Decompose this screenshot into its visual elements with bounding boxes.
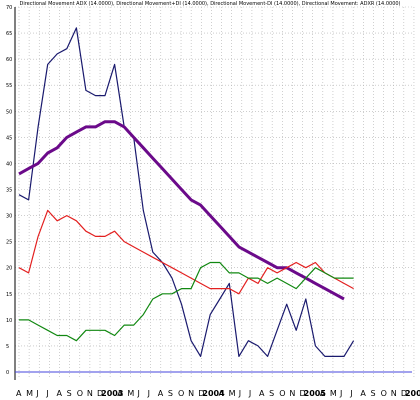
x-tick-label: A (117, 389, 123, 398)
x-tick-label: J (349, 389, 352, 398)
y-tick-label: 60 (6, 57, 12, 63)
x-tick-label: D (401, 389, 407, 398)
x-tick-label: O (381, 389, 387, 398)
x-tick-label: J (248, 389, 251, 398)
x-tick-label: A (158, 389, 164, 398)
series-line-1 (18, 120, 345, 301)
y-tick-label: 70 (6, 5, 12, 11)
axes-layer (14, 7, 412, 380)
x-tick-label: D (97, 389, 103, 398)
series-line-3 (19, 261, 354, 342)
x-tick-label: A (320, 389, 326, 398)
x-tick-label: O (77, 389, 83, 398)
y-tick-label: 65 (6, 31, 12, 37)
x-tick-label: A (219, 389, 225, 398)
x-tick-label: J (35, 389, 38, 398)
y-tick-label: 15 (6, 292, 12, 298)
x-tick-label: A (16, 389, 22, 398)
x-tick-label: A (360, 389, 366, 398)
x-tick-label: O (279, 389, 285, 398)
x-tick-label: N (289, 389, 295, 398)
series-line-0 (18, 27, 355, 357)
x-tick-label: N (87, 389, 93, 398)
y-tick-label: 50 (6, 109, 12, 115)
x-tick-label: S (67, 389, 72, 398)
x-tick-label: M (229, 389, 236, 398)
x-tick-label: J (147, 389, 150, 398)
x-tick-label: S (269, 389, 274, 398)
y-tick-label: 25 (6, 240, 12, 246)
y-tick-label: 30 (6, 214, 12, 220)
x-tick-label: S (168, 389, 173, 398)
chart-title: Directional Movement ADX (14.0000), Dire… (19, 1, 400, 7)
x-tick-label: M (127, 389, 134, 398)
series-layer (18, 27, 355, 357)
x-tick-label: D (198, 389, 204, 398)
x-tick-label: A (259, 389, 265, 398)
x-tick-label: N (391, 389, 397, 398)
x-tick-year-label: 2005 (304, 389, 327, 398)
y-tick-label: 20 (6, 266, 12, 272)
x-tick-year-label: 2004 (202, 389, 225, 398)
label-layer: Directional Movement ADX (14.0000), Dire… (6, 1, 420, 398)
x-tick-label: M (330, 389, 337, 398)
grid-layer (15, 6, 415, 378)
x-tick-label: J (238, 389, 241, 398)
x-tick-label: M (26, 389, 33, 398)
x-tick-label: A (57, 389, 63, 398)
x-tick-label: S (370, 389, 375, 398)
x-tick-label: D (300, 389, 306, 398)
x-tick-label: O (178, 389, 184, 398)
y-tick-label: 35 (6, 188, 12, 194)
x-tick-label: J (45, 389, 48, 398)
y-tick-label: 10 (6, 318, 12, 324)
y-tick-label: 45 (6, 135, 12, 141)
x-tick-label: N (188, 389, 194, 398)
x-tick-year-label: 2003 (101, 389, 123, 398)
y-tick-label: 40 (6, 161, 12, 167)
x-tick-label: J (137, 389, 140, 398)
y-tick-label: 0 (6, 370, 9, 376)
x-tick-label: J (339, 389, 342, 398)
y-tick-label: 55 (6, 83, 12, 89)
y-tick-label: 5 (6, 344, 9, 350)
x-tick-year-label: 2006 (405, 389, 420, 398)
series-line-2 (18, 209, 354, 295)
